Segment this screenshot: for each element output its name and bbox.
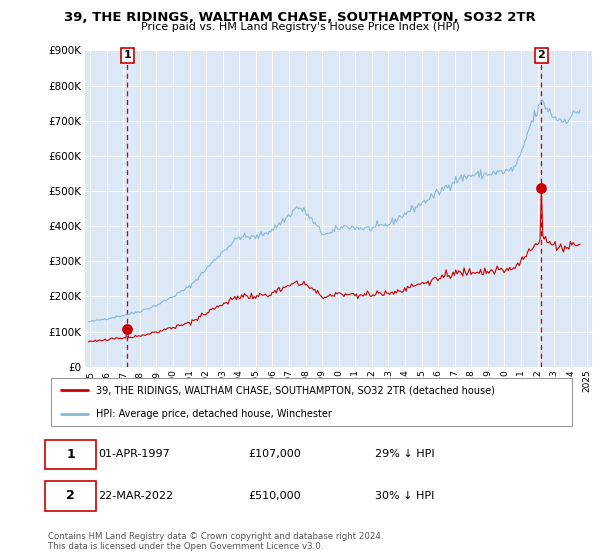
Text: 39, THE RIDINGS, WALTHAM CHASE, SOUTHAMPTON, SO32 2TR (detached house): 39, THE RIDINGS, WALTHAM CHASE, SOUTHAMP… [95, 385, 494, 395]
Text: 2: 2 [537, 50, 545, 60]
Text: 1: 1 [124, 50, 131, 60]
Text: Price paid vs. HM Land Registry's House Price Index (HPI): Price paid vs. HM Land Registry's House … [140, 22, 460, 32]
Text: 22-MAR-2022: 22-MAR-2022 [98, 491, 173, 501]
FancyBboxPatch shape [46, 481, 95, 511]
Text: 1: 1 [66, 448, 75, 461]
Text: 39, THE RIDINGS, WALTHAM CHASE, SOUTHAMPTON, SO32 2TR: 39, THE RIDINGS, WALTHAM CHASE, SOUTHAMP… [64, 11, 536, 24]
Text: £510,000: £510,000 [248, 491, 301, 501]
Text: £107,000: £107,000 [248, 449, 301, 459]
Text: 29% ↓ HPI: 29% ↓ HPI [376, 449, 435, 459]
Point [122, 325, 132, 334]
Text: Contains HM Land Registry data © Crown copyright and database right 2024.
This d: Contains HM Land Registry data © Crown c… [48, 532, 383, 552]
Point [536, 183, 546, 192]
Text: 2: 2 [66, 489, 75, 502]
Text: 01-APR-1997: 01-APR-1997 [98, 449, 170, 459]
Text: 30% ↓ HPI: 30% ↓ HPI [376, 491, 435, 501]
Text: HPI: Average price, detached house, Winchester: HPI: Average price, detached house, Winc… [95, 408, 331, 418]
FancyBboxPatch shape [46, 440, 95, 469]
